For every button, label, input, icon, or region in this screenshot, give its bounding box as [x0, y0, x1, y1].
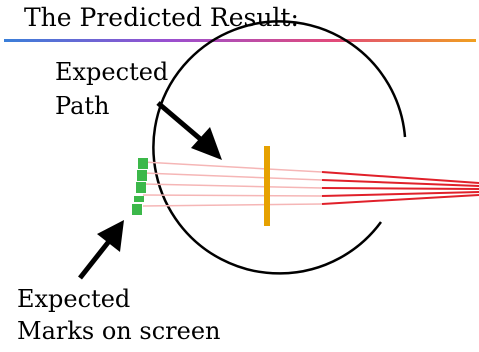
beam-outside [321, 171, 479, 205]
arrow-icon [78, 220, 124, 280]
expected-marks-label-line2: Marks on screen [17, 317, 221, 345]
page-title: The Predicted Result: [24, 3, 299, 32]
screen-marks [132, 158, 148, 215]
beam-inside [142, 161, 323, 207]
arrow-icon [156, 101, 222, 160]
title-underline [4, 39, 476, 42]
expected-path-label: Expected [55, 58, 169, 86]
circle-outline [152, 20, 407, 275]
expected-path-label-line2: Path [55, 92, 110, 120]
lens-bar [264, 146, 270, 226]
expected-marks-label: Expected [17, 285, 131, 313]
